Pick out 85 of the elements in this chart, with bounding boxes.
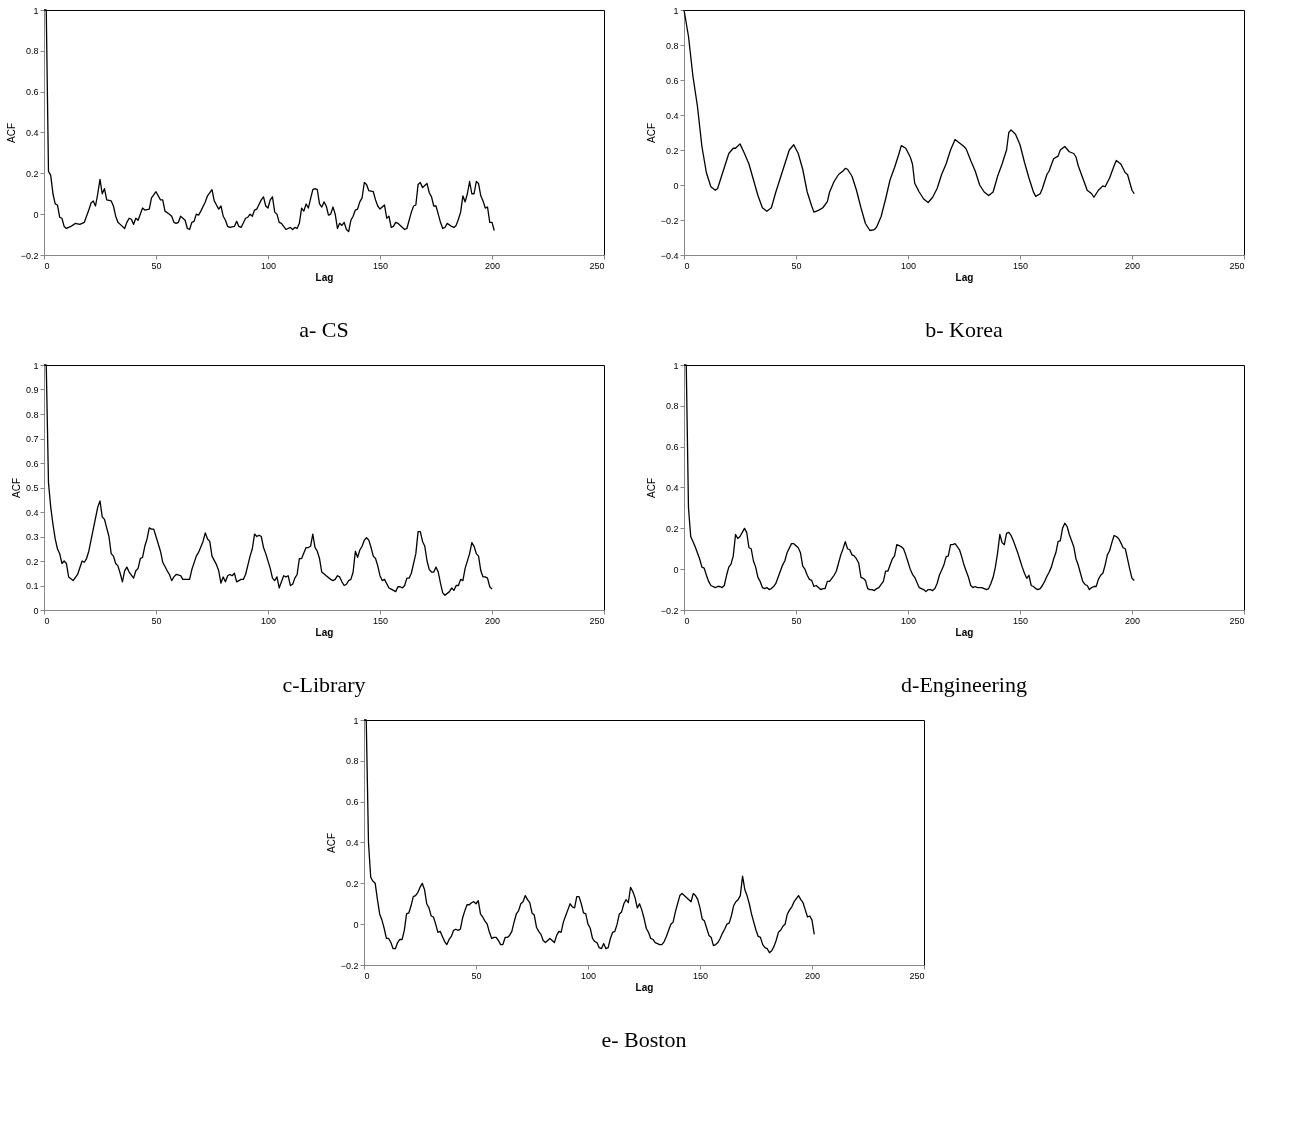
y-tick-label: 0.6 [25,458,39,469]
x-tick-label: 200 [1124,615,1141,626]
y-tick-label: 0.8 [345,756,359,767]
y-tick-label: 0.6 [665,75,679,86]
y-tick-label: 0 [673,564,679,575]
text: d-Engineering [901,672,1027,697]
y-tick-label: 1 [673,360,679,371]
y-tick-label: 0.3 [25,532,39,542]
x-tick-label: 100 [900,260,917,271]
y-tick-label: −0.2 [660,215,679,226]
y-tick-label: −0.4 [660,250,679,261]
x-tick-label: 150 [1012,615,1029,626]
x-tick-label: 100 [260,615,277,626]
y-axis-title: ACF [645,478,657,498]
y-tick-label: 0.8 [25,46,39,57]
y-tick-label: 0.2 [25,556,39,567]
y-tick-label: 1 [33,5,39,16]
x-tick-label: 50 [791,260,802,271]
y-tick-label: 0 [673,180,679,191]
y-tick-label: 0.4 [25,507,39,518]
x-tick-label: 50 [151,615,162,626]
text: c-Library [282,672,366,697]
x-tick-label: 0 [44,260,50,271]
y-tick-label: 0.4 [345,838,359,848]
y-tick-label: −0.2 [20,250,39,261]
text: e- Boston [601,1027,687,1052]
x-tick-label: 150 [372,260,389,271]
x-tick-label: 150 [372,615,389,626]
y-tick-label: 0.2 [665,523,679,534]
y-tick-label: 0.2 [665,145,679,156]
x-tick-label: 0 [684,615,690,626]
y-tick-label: −0.2 [340,960,359,971]
y-tick-label: 0.8 [665,40,679,51]
y-tick-label: 0.4 [665,483,679,493]
x-tick-label: 0 [364,970,370,981]
x-tick-label: 50 [151,260,162,271]
y-tick-label: 0.9 [25,385,39,395]
y-tick-label: 0.5 [25,483,39,493]
x-tick-label: 250 [1229,260,1245,271]
x-tick-label: 200 [1124,260,1141,271]
y-tick-label: 1 [33,360,39,371]
x-tick-label: 100 [900,615,917,626]
y-tick-label: 0.6 [345,797,359,808]
x-axis-title: Lag [635,981,654,993]
y-tick-label: 0.1 [25,581,39,591]
text: b- Korea [925,317,1004,342]
y-tick-label: 0.7 [25,434,39,444]
y-tick-label: 0.6 [25,87,39,98]
x-tick-label: 150 [692,970,709,981]
x-tick-label: 250 [909,970,925,981]
y-tick-label: 0.8 [25,409,39,420]
y-tick-label: 1 [353,715,359,726]
x-tick-label: 150 [1012,260,1029,271]
x-tick-label: 100 [580,970,597,981]
x-tick-label: 0 [684,260,690,271]
y-tick-label: 0.4 [665,110,679,121]
x-tick-label: 250 [589,260,605,271]
y-tick-label: 0.4 [25,128,39,138]
x-tick-label: 0 [44,615,50,626]
y-tick-label: 0.2 [25,168,39,179]
x-tick-label: 100 [260,260,277,271]
y-tick-label: 0.8 [665,401,679,412]
x-tick-label: 50 [471,970,482,981]
x-tick-label: 250 [1229,615,1245,626]
x-tick-label: 250 [589,615,605,626]
x-tick-label: 200 [484,615,501,626]
y-tick-label: 0.6 [665,442,679,453]
y-tick-label: 0.2 [345,878,359,889]
x-axis-title: Lag [315,626,334,638]
x-tick-label: 200 [484,260,501,271]
y-axis-title: ACF [10,478,22,498]
y-axis-title: ACF [325,833,337,853]
x-axis-title: Lag [955,626,974,638]
y-tick-label: 1 [673,5,679,16]
y-tick-label: −0.2 [660,605,679,616]
y-tick-label: 0 [353,919,359,930]
x-tick-label: 200 [804,970,821,981]
x-tick-label: 50 [791,615,802,626]
x-axis-title: Lag [955,271,974,283]
y-axis-title: ACF [645,123,657,143]
y-axis-title: ACF [5,123,17,143]
x-axis-title: Lag [315,271,334,283]
y-tick-label: 0 [33,605,39,616]
text: a- CS [299,317,349,342]
y-tick-label: 0 [33,209,39,220]
